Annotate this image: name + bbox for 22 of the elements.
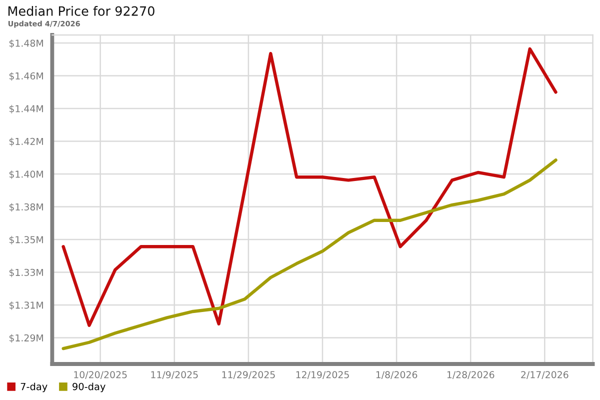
legend-label: 7-day	[20, 382, 48, 392]
legend-label: 90-day	[72, 382, 106, 392]
chart-title: Median Price for 92270	[8, 6, 154, 16]
x-tick-label: 11/29/2025	[222, 371, 275, 379]
y-tick-label: $1.31M	[9, 301, 43, 310]
x-tick-label: 10/20/2025	[74, 371, 127, 379]
line-series	[62, 47, 558, 327]
x-tick-label: 1/8/2026	[376, 371, 418, 379]
y-tick-label: $1.40M	[9, 170, 43, 179]
x-tick-label: 1/28/2026	[447, 371, 494, 379]
x-tick-label: 2/17/2026	[521, 371, 568, 379]
y-tick-label: $1.48M	[9, 39, 43, 48]
y-tick-label: $1.42M	[9, 138, 43, 146]
x-tick-label: 12/19/2025	[296, 371, 349, 379]
y-tick-label: $1.29M	[9, 334, 43, 343]
y-tick-label: $1.33M	[9, 268, 43, 278]
y-tick-label: $1.46M	[9, 72, 43, 81]
y-tick-label: $1.35M	[9, 236, 43, 244]
x-tick-label: 11/9/2025	[151, 371, 198, 379]
y-tick-label: $1.38M	[9, 203, 43, 212]
y-tick-label: $1.44M	[9, 104, 43, 114]
line-series	[62, 158, 558, 350]
